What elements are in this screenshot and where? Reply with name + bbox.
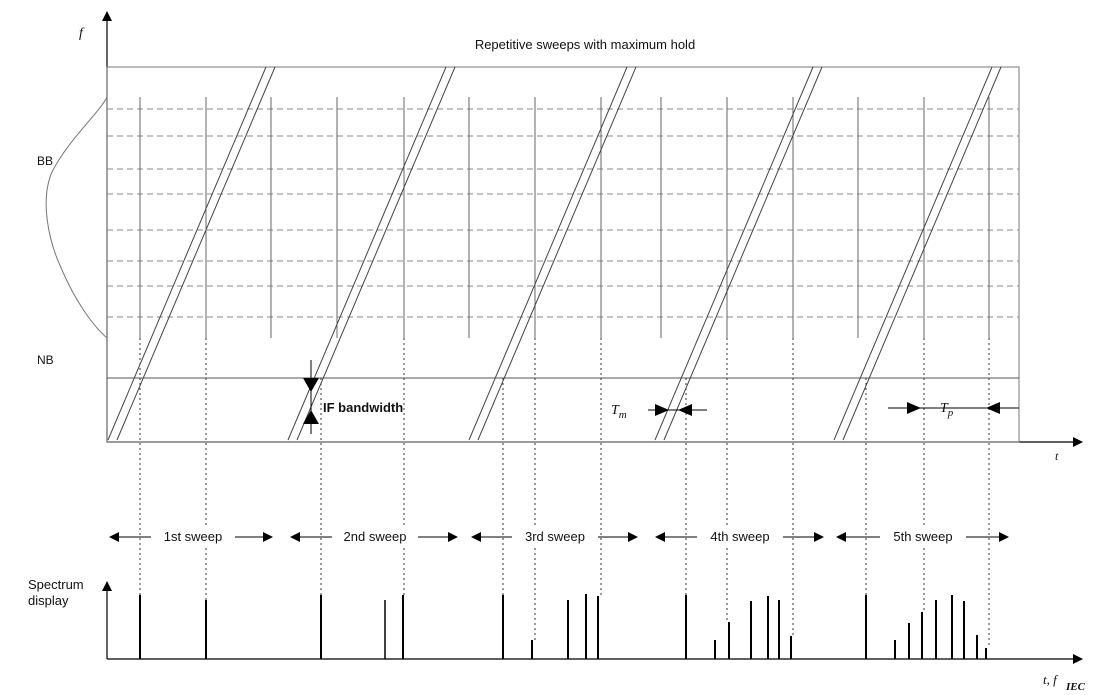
bb-envelope-curve <box>45 96 108 339</box>
tf-axis-label: t, f <box>1043 672 1059 687</box>
pulse-projections <box>139 338 990 648</box>
sweep-diagonal-a <box>468 66 628 441</box>
tp-label: Tp <box>940 401 954 419</box>
if-bandwidth-marker <box>303 360 319 434</box>
sweep-diagonal-b <box>663 66 823 441</box>
sweep-label-2: 2nd sweep <box>344 529 407 544</box>
pulse-lines <box>139 97 990 338</box>
sweep-frame <box>106 66 1020 443</box>
sweep-diagonal-a <box>107 66 267 441</box>
t-axis-label: t <box>1055 449 1059 463</box>
sweep-diagonal-a <box>287 66 447 441</box>
frequency-levels <box>107 108 1019 318</box>
sweep-labels: 1st sweep 2nd sweep 3rd sweep 4th sweep … <box>151 527 966 545</box>
spectrum-label-line1: Spectrum <box>28 577 84 592</box>
spectrum-peaks <box>139 594 987 659</box>
sweep-label-4: 4th sweep <box>710 529 769 544</box>
sweep-label-5: 5th sweep <box>893 529 952 544</box>
tp-marker <box>888 402 1019 414</box>
sweep-diagonal-b <box>842 66 1002 441</box>
sweep-label-3: 3rd sweep <box>525 529 585 544</box>
f-axis-label: f <box>79 26 85 41</box>
tm-marker <box>648 404 707 416</box>
sweep-diagonal-b <box>477 66 637 441</box>
sweep-diagonal-b <box>116 66 276 441</box>
spectrum-label-line2: display <box>28 593 69 608</box>
sweep-diagonal-b <box>296 66 456 441</box>
diagram-title: Repetitive sweeps with maximum hold <box>475 37 695 52</box>
sweep-diagonals <box>107 66 1002 441</box>
bb-label: BB <box>37 154 53 168</box>
sweep-diagonal-a <box>654 66 814 441</box>
nb-label: NB <box>37 353 54 367</box>
sweep-label-1: 1st sweep <box>164 529 223 544</box>
iec-label: IEC <box>1065 681 1086 693</box>
tm-label: Tm <box>611 403 627 421</box>
sweep-diagonal-a <box>833 66 993 441</box>
if-bandwidth-label: IF bandwidth <box>323 400 403 415</box>
